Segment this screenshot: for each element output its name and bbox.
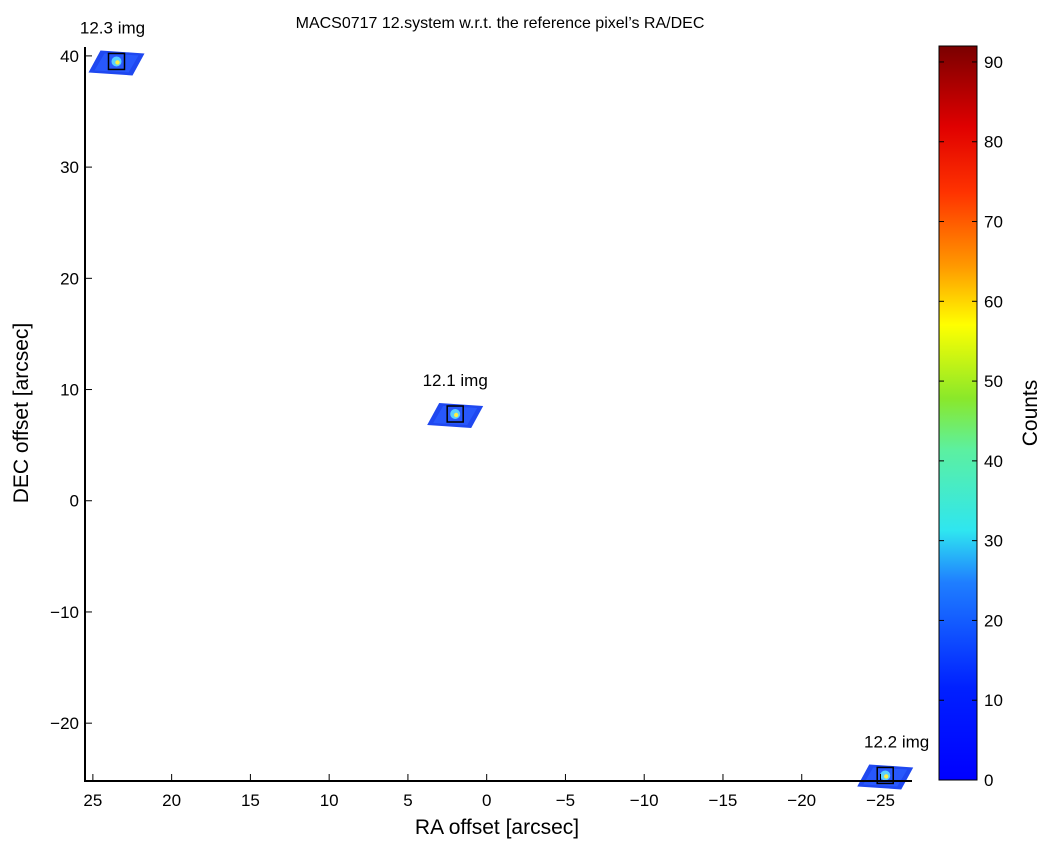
colorbar-tick-label: 10 <box>984 691 1003 710</box>
colorbar-tick-label: 60 <box>984 292 1003 311</box>
reference-box <box>876 766 894 785</box>
plot-title: MACS0717 12.system w.r.t. the reference … <box>296 15 705 32</box>
image-stamp: 12.1 img <box>423 371 488 428</box>
colorbar-label: Counts <box>1019 380 1042 447</box>
colorbar-tick-label: 0 <box>984 771 993 790</box>
y-tick-label: 0 <box>70 492 79 511</box>
x-tick-label: −10 <box>630 791 659 810</box>
y-tick-label: −20 <box>50 714 79 733</box>
image-label: 12.3 img <box>80 18 145 37</box>
image-stamp: 12.3 img <box>80 18 145 76</box>
colorbar-ticks: 0 10 20 30 40 50 60 70 80 90 <box>939 53 1003 790</box>
x-tick-label: −20 <box>787 791 816 810</box>
image-label: 12.2 img <box>864 732 929 751</box>
x-tick-label: 5 <box>403 791 412 810</box>
colorbar-tick-label: 70 <box>984 213 1003 232</box>
colorbar-tick-label: 90 <box>984 53 1003 72</box>
colorbar-tick-label: 80 <box>984 133 1003 152</box>
y-tick-label: 20 <box>60 269 79 288</box>
colorbar <box>938 45 978 781</box>
image-stamps: 12.3 img 12.1 img 12.2 img <box>80 18 929 790</box>
image-stamp: 12.2 img <box>857 732 929 790</box>
x-axis-ticks: 25 20 15 10 5 0 −5 −10 −15 −20 −25 <box>83 774 895 810</box>
y-tick-label: 30 <box>60 158 79 177</box>
image-peak <box>884 774 889 779</box>
x-tick-label: 20 <box>162 791 181 810</box>
x-tick-label: 0 <box>482 791 491 810</box>
x-tick-label: −25 <box>866 791 895 810</box>
y-axis-ticks: 40 30 20 10 0 −10 −20 <box>50 47 92 733</box>
x-tick-label: 25 <box>83 791 102 810</box>
colorbar-tick-label: 50 <box>984 372 1003 391</box>
x-axis-title: RA offset [arcsec] <box>415 816 579 839</box>
colorbar-tick-label: 40 <box>984 452 1003 471</box>
y-tick-label: 10 <box>60 381 79 400</box>
x-tick-label: 15 <box>241 791 260 810</box>
y-tick-label: 40 <box>60 47 79 66</box>
colorbar-tick-label: 30 <box>984 532 1003 551</box>
reference-box <box>446 405 464 423</box>
x-tick-label: 10 <box>320 791 339 810</box>
image-peak <box>453 412 459 418</box>
reference-box <box>107 52 126 71</box>
image-peak <box>115 60 120 65</box>
y-tick-label: −10 <box>50 603 79 622</box>
colorbar-tick-label: 20 <box>984 611 1003 630</box>
image-label: 12.1 img <box>423 371 488 390</box>
y-axis-title: DEC offset [arcsec] <box>10 323 33 504</box>
x-tick-label: −15 <box>709 791 738 810</box>
x-tick-label: −5 <box>556 791 575 810</box>
